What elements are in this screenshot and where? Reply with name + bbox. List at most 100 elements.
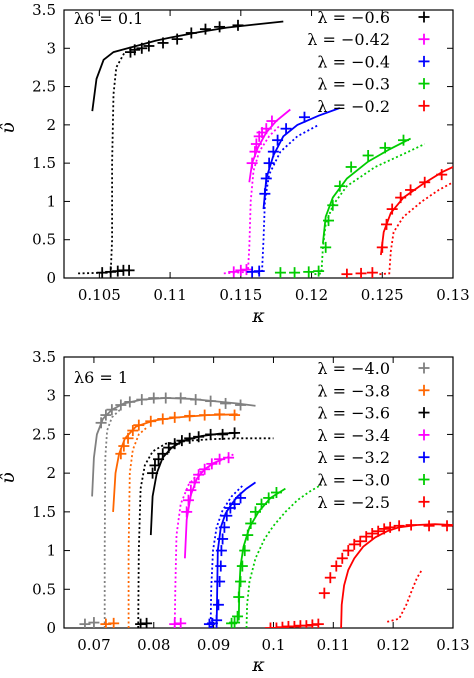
- data-point: [386, 203, 398, 215]
- data-point: [260, 172, 272, 184]
- data-point: [123, 264, 135, 276]
- y-axis-label: υ̂: [0, 122, 19, 134]
- data-point: [182, 494, 194, 506]
- series-2: [246, 107, 341, 278]
- data-point: [122, 432, 134, 444]
- legend-entry-label: λ = −0.3: [317, 75, 390, 94]
- data-point: [280, 123, 292, 135]
- bottom-panel: 0.07 0.08 0.09 0.1 0.11 0.12 0.13 0 0.5 1 1.5 2 2.5 3…: [0, 348, 470, 676]
- series-dotted-line: [314, 143, 426, 276]
- data-point: [229, 617, 241, 628]
- data-point: [211, 614, 223, 626]
- data-point: [334, 180, 346, 192]
- x-tick-label: 0.08: [137, 636, 170, 654]
- data-point: [235, 399, 247, 411]
- data-point: [160, 392, 172, 404]
- data-point: [214, 453, 226, 465]
- data-point: [229, 427, 241, 439]
- x-tick-label: 0.1: [262, 636, 286, 654]
- data-point: [223, 452, 235, 464]
- data-point: [190, 394, 202, 406]
- data-point: [372, 525, 384, 537]
- data-point: [324, 572, 336, 584]
- series-solid-line: [112, 413, 238, 512]
- legend-entry-label: λ = −3.6: [317, 404, 390, 423]
- plot-area: [79, 392, 453, 628]
- legend-marker: [418, 407, 430, 419]
- data-point: [193, 469, 205, 481]
- series-dotted-line: [173, 452, 235, 628]
- data-point: [171, 33, 183, 45]
- y-tick-label: 2: [46, 464, 56, 482]
- data-point: [218, 521, 230, 533]
- data-point: [106, 404, 118, 416]
- x-tick-label: 0.13: [436, 636, 469, 654]
- series-3: [274, 134, 426, 278]
- legend-entry-label: λ = −3.0: [317, 471, 390, 490]
- legend-entry-label: λ = −0.4: [317, 52, 390, 71]
- data-point: [79, 618, 91, 628]
- data-point: [149, 459, 161, 471]
- y-tick-label: 2.5: [32, 425, 56, 443]
- data-point: [272, 134, 284, 146]
- data-point: [215, 545, 227, 557]
- data-point: [263, 157, 275, 169]
- data-point: [345, 161, 357, 173]
- data-point: [423, 520, 435, 532]
- data-point: [242, 529, 254, 541]
- data-point: [143, 40, 155, 52]
- data-point: [312, 618, 324, 628]
- series-dotted-line: [257, 124, 320, 275]
- data-point: [235, 576, 247, 588]
- x-tick-label: 0.13: [436, 286, 469, 304]
- data-point: [259, 188, 271, 200]
- series-solid-line: [322, 137, 412, 244]
- data-point: [245, 517, 257, 529]
- series-2: [135, 427, 274, 628]
- data-point: [199, 409, 211, 421]
- y-axis-label: υ̂: [0, 472, 19, 484]
- data-point: [250, 506, 262, 518]
- series-dotted-line: [103, 408, 122, 628]
- series-5: [226, 484, 322, 628]
- data-point: [240, 264, 252, 276]
- data-point: [185, 484, 197, 496]
- legend-entry-label: λ = −0.2: [317, 97, 390, 116]
- data-point: [147, 467, 159, 479]
- y-tick-label: 3.5: [32, 348, 56, 366]
- data-point: [239, 545, 251, 557]
- series-dotted-line: [386, 569, 423, 623]
- x-tick-label: 0.12: [376, 636, 409, 654]
- data-point: [246, 157, 258, 169]
- x-tick-label: 0.11: [317, 636, 350, 654]
- data-point: [181, 506, 193, 518]
- data-point: [88, 617, 100, 628]
- legend-entry-label: λ = −3.4: [317, 426, 390, 445]
- data-point: [354, 535, 366, 547]
- data-point: [249, 146, 261, 158]
- data-point: [205, 428, 217, 440]
- data-point: [341, 268, 353, 278]
- legend-entry-label: λ = −4.0: [317, 359, 390, 378]
- x-tick-label: 0.07: [77, 636, 110, 654]
- legend-entry-label: λ = −0.6: [317, 8, 390, 27]
- data-point: [232, 610, 244, 622]
- data-point: [313, 265, 325, 277]
- data-point: [362, 149, 374, 161]
- data-point: [115, 399, 127, 411]
- data-point: [220, 397, 232, 409]
- data-point: [327, 199, 339, 211]
- data-point: [148, 392, 160, 404]
- data-point: [381, 218, 393, 230]
- data-point: [108, 617, 120, 628]
- series-solid-line: [340, 523, 453, 628]
- series-dotted-line: [379, 181, 453, 276]
- panel-annotation: λ6 = 1: [74, 368, 128, 387]
- data-point: [129, 44, 141, 56]
- data-point: [405, 519, 417, 531]
- legend-marker: [418, 384, 430, 396]
- data-point: [141, 617, 153, 628]
- data-point: [221, 510, 233, 522]
- data-point: [206, 458, 218, 470]
